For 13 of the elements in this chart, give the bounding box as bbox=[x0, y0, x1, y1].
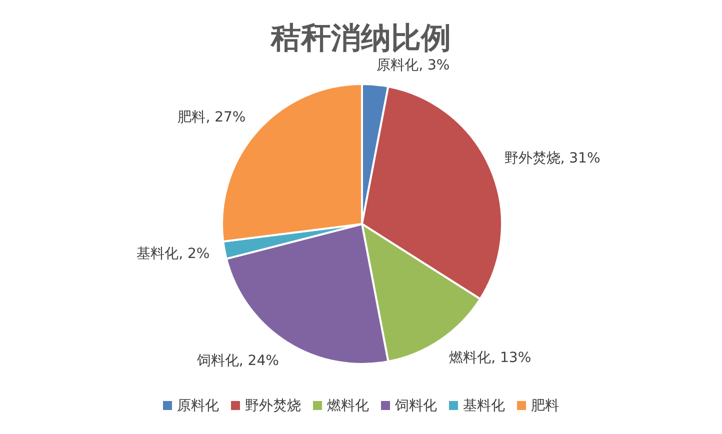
data-label: 燃料化, 13% bbox=[449, 350, 532, 366]
data-label: 原料化, 3% bbox=[376, 58, 450, 74]
legend-label: 饲料化 bbox=[394, 398, 437, 414]
legend-label: 原料化 bbox=[177, 398, 219, 414]
legend-label: 基料化 bbox=[463, 398, 505, 414]
data-label: 基料化, 2% bbox=[136, 246, 210, 262]
data-label: 野外焚烧, 31% bbox=[504, 150, 600, 166]
legend-label: 野外焚烧 bbox=[245, 398, 301, 414]
legend-label: 燃料化 bbox=[327, 398, 369, 414]
chart-title: 秸秆消纳比例 bbox=[270, 21, 451, 56]
legend-label: 肥料 bbox=[531, 398, 559, 414]
data-label: 肥料, 27% bbox=[178, 109, 246, 126]
data-label: 饲料化, 24% bbox=[196, 352, 279, 369]
